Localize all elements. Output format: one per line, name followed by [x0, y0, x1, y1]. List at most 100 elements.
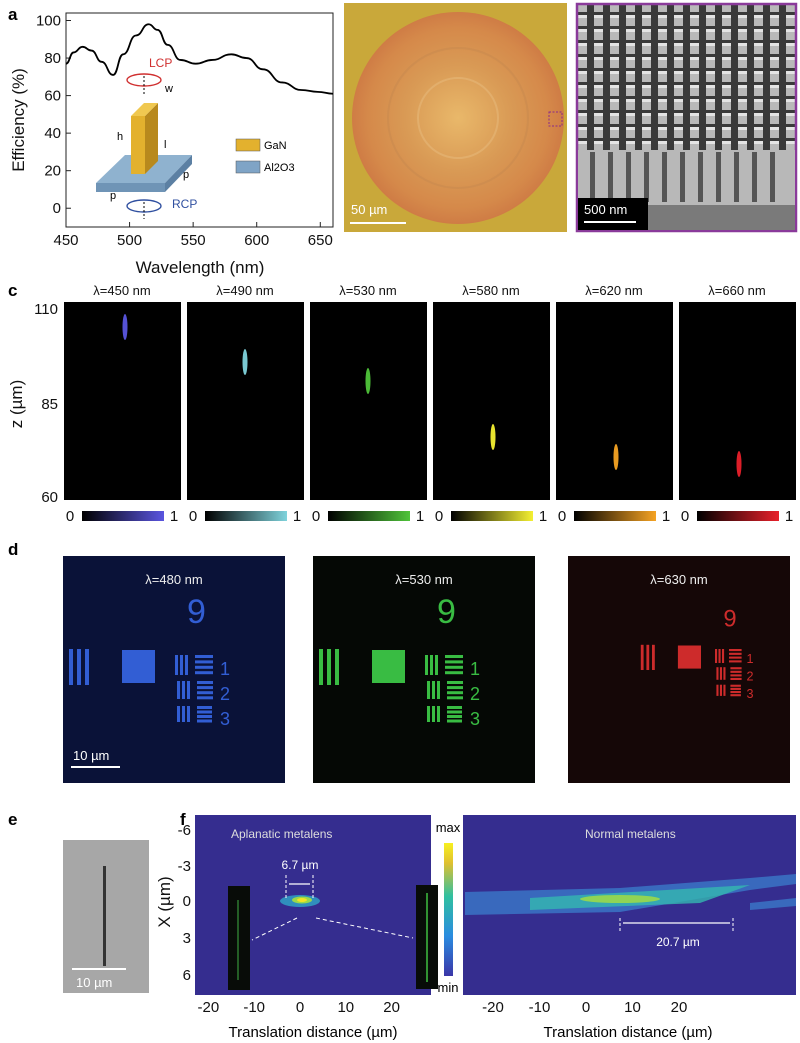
gan-pillar: [131, 116, 145, 174]
focal-spot: [736, 451, 742, 477]
c-panel-title: λ=660 nm: [708, 283, 765, 298]
c-colorbar-max: 1: [416, 508, 424, 525]
efficiency-curve: [65, 23, 334, 95]
intensity-colorbar: max min: [436, 820, 461, 995]
c-colorbar: [82, 511, 164, 521]
panel-a-label: a: [8, 5, 18, 24]
y-tick-label: 20: [44, 163, 61, 180]
c-panel-title: λ=450 nm: [93, 283, 150, 298]
group-number: 9: [437, 593, 456, 631]
lcp-label: LCP: [149, 56, 172, 70]
normal-title: Normal metalens: [585, 827, 676, 841]
c-colorbar: [574, 511, 656, 521]
f-ytick: 0: [183, 893, 191, 910]
focal-spot: [122, 314, 128, 340]
y-axis-label: Efficiency (%): [9, 68, 28, 172]
x-tick-label: 500: [117, 232, 142, 249]
c-panel-title: λ=620 nm: [585, 283, 642, 298]
f-left-xtick: 20: [383, 999, 400, 1016]
y-tick-label: 60: [44, 88, 61, 105]
f-right-x-axis-label: Translation distance (µm): [544, 1024, 713, 1041]
rcp-label: RCP: [172, 197, 197, 211]
c-colorbar-max: 1: [662, 508, 670, 525]
focal-spot: [613, 444, 619, 470]
f-left-xtick: 0: [296, 999, 304, 1016]
c-colorbar-max: 1: [170, 508, 178, 525]
aplanatic-title: Aplanatic metalens: [231, 827, 332, 841]
d-panel-title: λ=480 nm: [145, 572, 202, 587]
f-left-xtick: -10: [243, 999, 265, 1016]
f-y-axis-label: X (µm): [155, 876, 174, 927]
c-colorbar-min: 0: [681, 508, 689, 525]
f-left-xtick: -20: [198, 999, 220, 1016]
d-panel-title: λ=630 nm: [650, 572, 707, 587]
usaf-target-pattern: 9 1 2 3: [319, 593, 480, 729]
c-colorbar-min: 0: [312, 508, 320, 525]
resolution-target-image: [63, 556, 285, 783]
c-ytick: 60: [41, 489, 58, 506]
efficiency-chart: Efficiency (%) Wavelength (nm) 450 500 550…: [9, 12, 334, 277]
element-number: 1: [220, 659, 230, 679]
f-right-xtick: 10: [624, 999, 641, 1016]
c-y-axis-label: z (µm): [7, 380, 26, 429]
element-number: 1: [747, 652, 754, 666]
legend-swatch-gan: [235, 138, 261, 152]
resolution-target-image: [568, 556, 790, 783]
c-ytick: 110: [34, 301, 58, 318]
f-ytick: 3: [183, 930, 191, 947]
usaf-target-pattern: 9 1 2 3: [640, 606, 754, 701]
focal-intensity-map: [64, 302, 181, 500]
group-number: 9: [723, 606, 736, 633]
colorbar-min: min: [438, 980, 459, 995]
c-colorbar-min: 0: [189, 508, 197, 525]
c-colorbar-max: 1: [785, 508, 793, 525]
c-colorbar: [697, 511, 779, 521]
f-right-xtick: 20: [671, 999, 688, 1016]
panel-c-label: c: [8, 281, 17, 300]
x-tick-label: 450: [53, 232, 78, 249]
colorbar-max: max: [436, 820, 461, 835]
focal-intensity-map: [310, 302, 427, 500]
p-label: p: [110, 190, 116, 202]
element-number: 2: [220, 684, 230, 704]
element-number: 3: [220, 709, 230, 729]
x-tick-label: 600: [244, 232, 269, 249]
unit-cell-schematic: LCP RCP w h l p p: [96, 56, 197, 219]
element-number: 2: [470, 684, 480, 704]
legend-gan: GaN: [264, 140, 287, 152]
focal-intensity-map: [433, 302, 550, 500]
c-colorbar-max: 1: [539, 508, 547, 525]
h-label: h: [117, 131, 123, 143]
y-tick-label: 0: [53, 200, 61, 217]
panel-f-label: f: [180, 810, 186, 829]
f-right-xtick: 0: [582, 999, 590, 1016]
optical-scale-bar-label: 50 µm: [351, 202, 387, 217]
focal-spot: [365, 368, 371, 394]
y-tick-label: 100: [36, 13, 61, 30]
d-panel-title: λ=530 nm: [395, 572, 452, 587]
focal-spot: [490, 424, 496, 450]
x-tick-label: 550: [181, 232, 206, 249]
panel-d-label: d: [8, 540, 18, 559]
c-panel-title: λ=490 nm: [216, 283, 273, 298]
c-panel-title: λ=530 nm: [339, 283, 396, 298]
f-ytick: 6: [183, 967, 191, 984]
element-number: 3: [747, 687, 754, 701]
group-number: 9: [187, 593, 206, 631]
x-axis-label: Wavelength (nm): [136, 258, 265, 277]
element-number: 3: [470, 709, 480, 729]
c-ytick: 85: [41, 396, 58, 413]
d-scale-label: 10 µm: [73, 748, 109, 763]
resolution-target-image: [313, 556, 535, 783]
plot-frame: [65, 12, 334, 228]
aplanatic-width-label: 6.7 µm: [282, 858, 319, 872]
y-tick-label: 80: [44, 50, 61, 67]
w-label: w: [164, 83, 173, 95]
c-colorbar-min: 0: [435, 508, 443, 525]
usaf-target-pattern: 9 1 2 3: [69, 593, 230, 729]
focal-intensity-map: [187, 302, 304, 500]
c-colorbar: [451, 511, 533, 521]
aplanatic-metalens-map: Aplanatic metalens 6.7 µm: [195, 815, 438, 995]
legend-swatch-al2o3: [235, 160, 261, 174]
